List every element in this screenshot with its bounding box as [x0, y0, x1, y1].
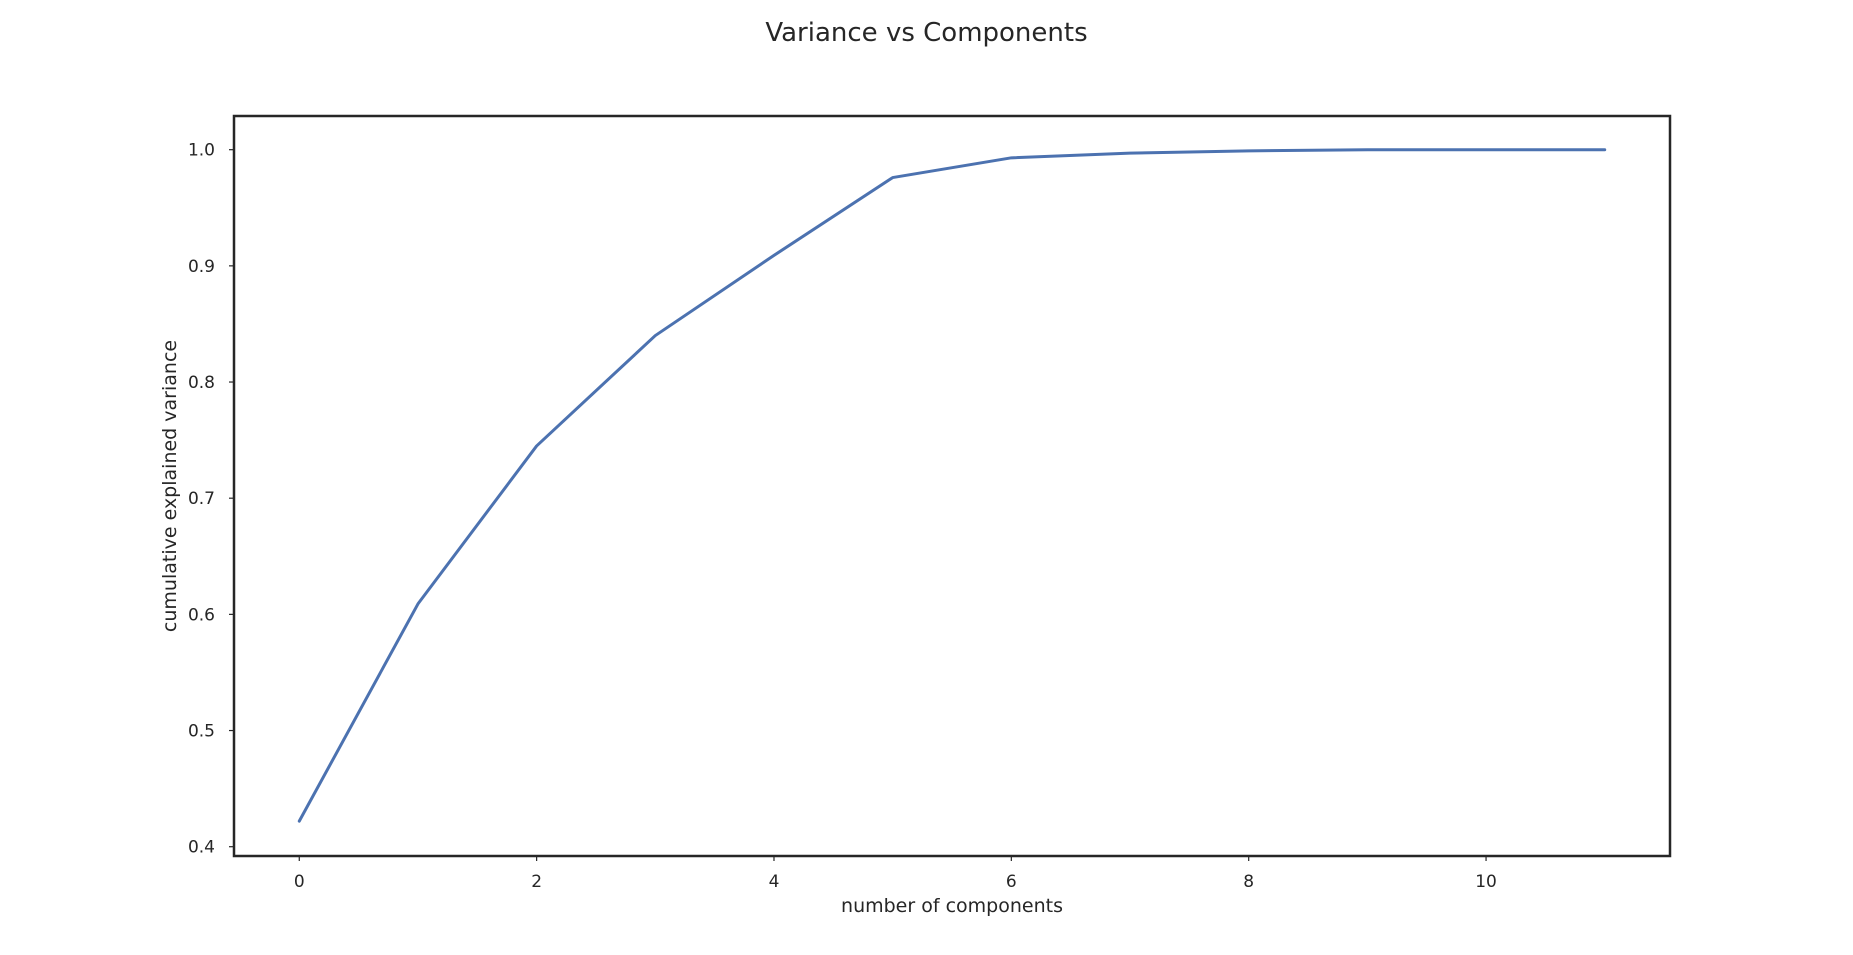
series-group: [297, 148, 1607, 823]
x-tick-label: 6: [1006, 872, 1017, 892]
x-tick-label: 2: [531, 872, 542, 892]
x-axis: 0 2 4 6 8 10: [294, 856, 1497, 892]
plot-frame: [232, 114, 1672, 858]
y-tick-label: 0.7: [188, 489, 215, 509]
y-tick-label: 1.0: [188, 141, 215, 161]
y-tick-label: 0.8: [188, 373, 215, 393]
y-axis: 0.4 0.5 0.6 0.7 0.8 0.9 1.0: [188, 141, 234, 858]
chart-title: Variance vs Components: [765, 18, 1087, 48]
x-tick-label: 10: [1475, 872, 1497, 892]
x-axis-label: number of components: [841, 895, 1063, 917]
x-tick-label: 0: [294, 872, 305, 892]
x-tick-label: 8: [1243, 872, 1254, 892]
series-line: [297, 148, 1607, 823]
y-tick-label: 0.4: [188, 838, 215, 858]
y-tick-label: 0.6: [188, 605, 215, 625]
y-axis-label: cumulative explained variance: [159, 340, 181, 632]
y-tick-label: 0.5: [188, 722, 215, 742]
x-tick-label: 4: [769, 872, 780, 892]
y-tick-label: 0.9: [188, 257, 215, 277]
